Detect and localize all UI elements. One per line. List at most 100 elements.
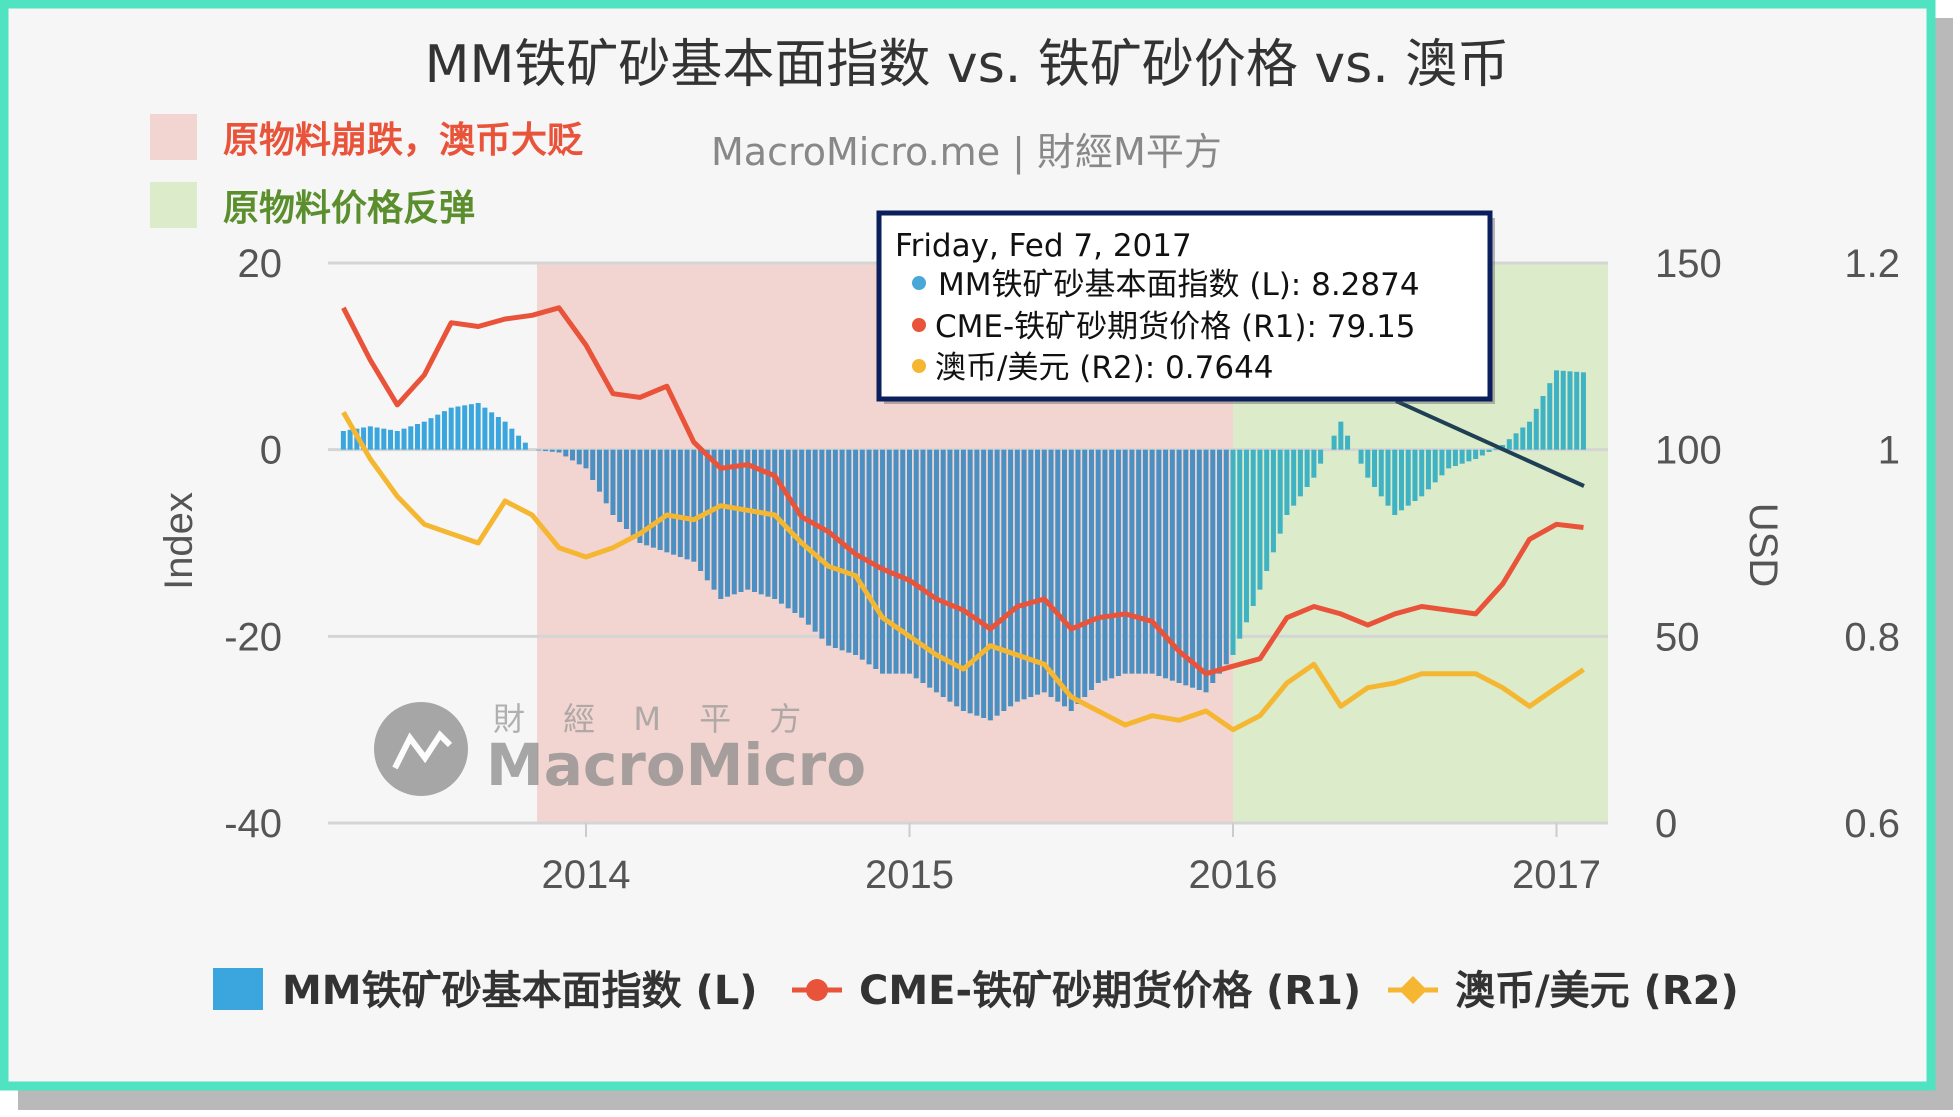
index-bar — [826, 449, 832, 646]
index-bar — [522, 442, 528, 450]
index-bar — [367, 426, 373, 450]
index-bar — [738, 449, 744, 592]
y-left-tick-label: 20 — [238, 242, 283, 286]
y-right2-tick-label: 1 — [1878, 429, 1900, 473]
index-bar — [489, 412, 495, 450]
index-bar — [1486, 449, 1492, 452]
index-bar — [1284, 449, 1290, 515]
index-bar — [1237, 449, 1243, 639]
index-bar — [1392, 449, 1398, 515]
index-bar — [1169, 449, 1175, 681]
index-bar — [1365, 449, 1371, 478]
index-bar — [819, 449, 825, 639]
index-bar — [839, 449, 845, 651]
index-bar — [623, 449, 629, 529]
index-bar — [731, 449, 737, 595]
index-bar — [893, 449, 899, 674]
legend-label-index: MM铁矿砂基本面指数 (L) — [282, 968, 758, 1014]
index-bar — [536, 449, 542, 451]
index-bar — [1217, 449, 1223, 674]
index-bar — [812, 449, 818, 632]
index-bar — [1547, 383, 1553, 450]
index-bar — [1291, 449, 1297, 506]
y-axis-left-title: Index — [157, 492, 201, 590]
index-bar — [1479, 449, 1485, 456]
source-label: MacroMicro.me | 財經M平方 — [711, 130, 1222, 175]
index-bar — [987, 449, 993, 721]
y-axis-right-title: USD — [1741, 503, 1785, 587]
y-right1-tick-label: 50 — [1655, 615, 1700, 659]
index-bar — [1035, 449, 1041, 695]
index-bar — [981, 449, 987, 718]
index-bar — [563, 449, 569, 457]
axes: 20 0 -20 -40 150 100 50 0 1.2 1 0.8 0.6 2014 2015 2016… — [224, 242, 1900, 897]
index-bar — [1028, 449, 1034, 697]
index-bar — [1540, 396, 1546, 450]
index-bar — [698, 449, 704, 571]
index-bar — [543, 449, 549, 452]
index-bar — [967, 449, 973, 714]
index-bar — [1115, 449, 1121, 676]
tooltip-row-iron: CME-铁矿砂期货价格 (R1): 79.15 — [935, 309, 1416, 345]
index-bar — [1149, 449, 1155, 674]
y-right2-tick-label: 1.2 — [1844, 242, 1900, 286]
index-bar — [1223, 449, 1229, 665]
index-bar — [1055, 449, 1061, 702]
index-bar — [441, 411, 447, 450]
x-tick-label: 2015 — [865, 853, 954, 897]
index-bar — [556, 449, 562, 453]
index-bar — [691, 449, 697, 562]
index-bar — [671, 449, 677, 555]
index-bar — [1021, 449, 1027, 700]
index-bar — [1473, 449, 1479, 459]
iron-ore-price-line[interactable] — [341, 305, 1584, 677]
y-right2-tick-label: 0.6 — [1844, 802, 1900, 846]
index-bar — [677, 449, 683, 557]
index-bar — [1560, 370, 1566, 450]
index-bar — [347, 429, 353, 450]
index-bar — [1230, 449, 1236, 655]
index-bar — [873, 449, 879, 669]
index-bar — [1527, 421, 1533, 450]
index-bar — [435, 414, 441, 450]
index-bar — [1257, 449, 1263, 590]
index-bar — [1014, 449, 1020, 702]
legend-item-index[interactable]: MM铁矿砂基本面指数 (L) — [213, 968, 758, 1014]
tooltip-date: Friday, Fed 7, 2017 — [895, 228, 1192, 264]
chart-title: MM铁矿砂基本面指数 vs. 铁矿砂价格 vs. 澳币 — [425, 35, 1510, 95]
tooltip-dot-aud — [912, 359, 926, 373]
index-bar — [900, 449, 906, 674]
legend-circle-marker-icon — [806, 979, 828, 1001]
index-bar — [799, 449, 805, 618]
index-bar — [1142, 449, 1148, 674]
legend-item-aud[interactable]: 澳币/美元 (R2) — [1388, 968, 1739, 1014]
index-bar — [657, 449, 663, 550]
index-bar — [421, 421, 427, 450]
index-bar — [1372, 449, 1378, 487]
index-bar — [1163, 449, 1169, 679]
index-bar — [1136, 449, 1142, 674]
y-right1-tick-label: 150 — [1655, 242, 1722, 286]
legend-diamond-marker-icon — [1399, 976, 1427, 1004]
index-bar — [1122, 449, 1128, 674]
index-bar — [1102, 449, 1108, 681]
tooltip-dot-index — [912, 276, 926, 290]
index-bar — [1297, 449, 1303, 497]
aud-usd-line[interactable] — [341, 411, 1585, 733]
index-bar — [509, 428, 515, 450]
y-right1-tick-label: 100 — [1655, 429, 1722, 473]
index-bar — [1048, 449, 1054, 697]
index-bar — [1331, 435, 1337, 450]
index-bar — [455, 406, 461, 450]
index-bar — [1196, 449, 1202, 690]
index-bar — [1398, 449, 1404, 511]
index-bar — [1250, 449, 1256, 606]
index-bar — [1432, 449, 1438, 483]
index-bar — [1439, 449, 1445, 476]
index-bar — [1574, 371, 1580, 450]
legend-item-iron[interactable]: CME-铁矿砂期货价格 (R1) — [792, 968, 1361, 1014]
index-bar — [583, 449, 589, 469]
index-bar — [1277, 449, 1283, 534]
index-bar — [590, 449, 596, 480]
